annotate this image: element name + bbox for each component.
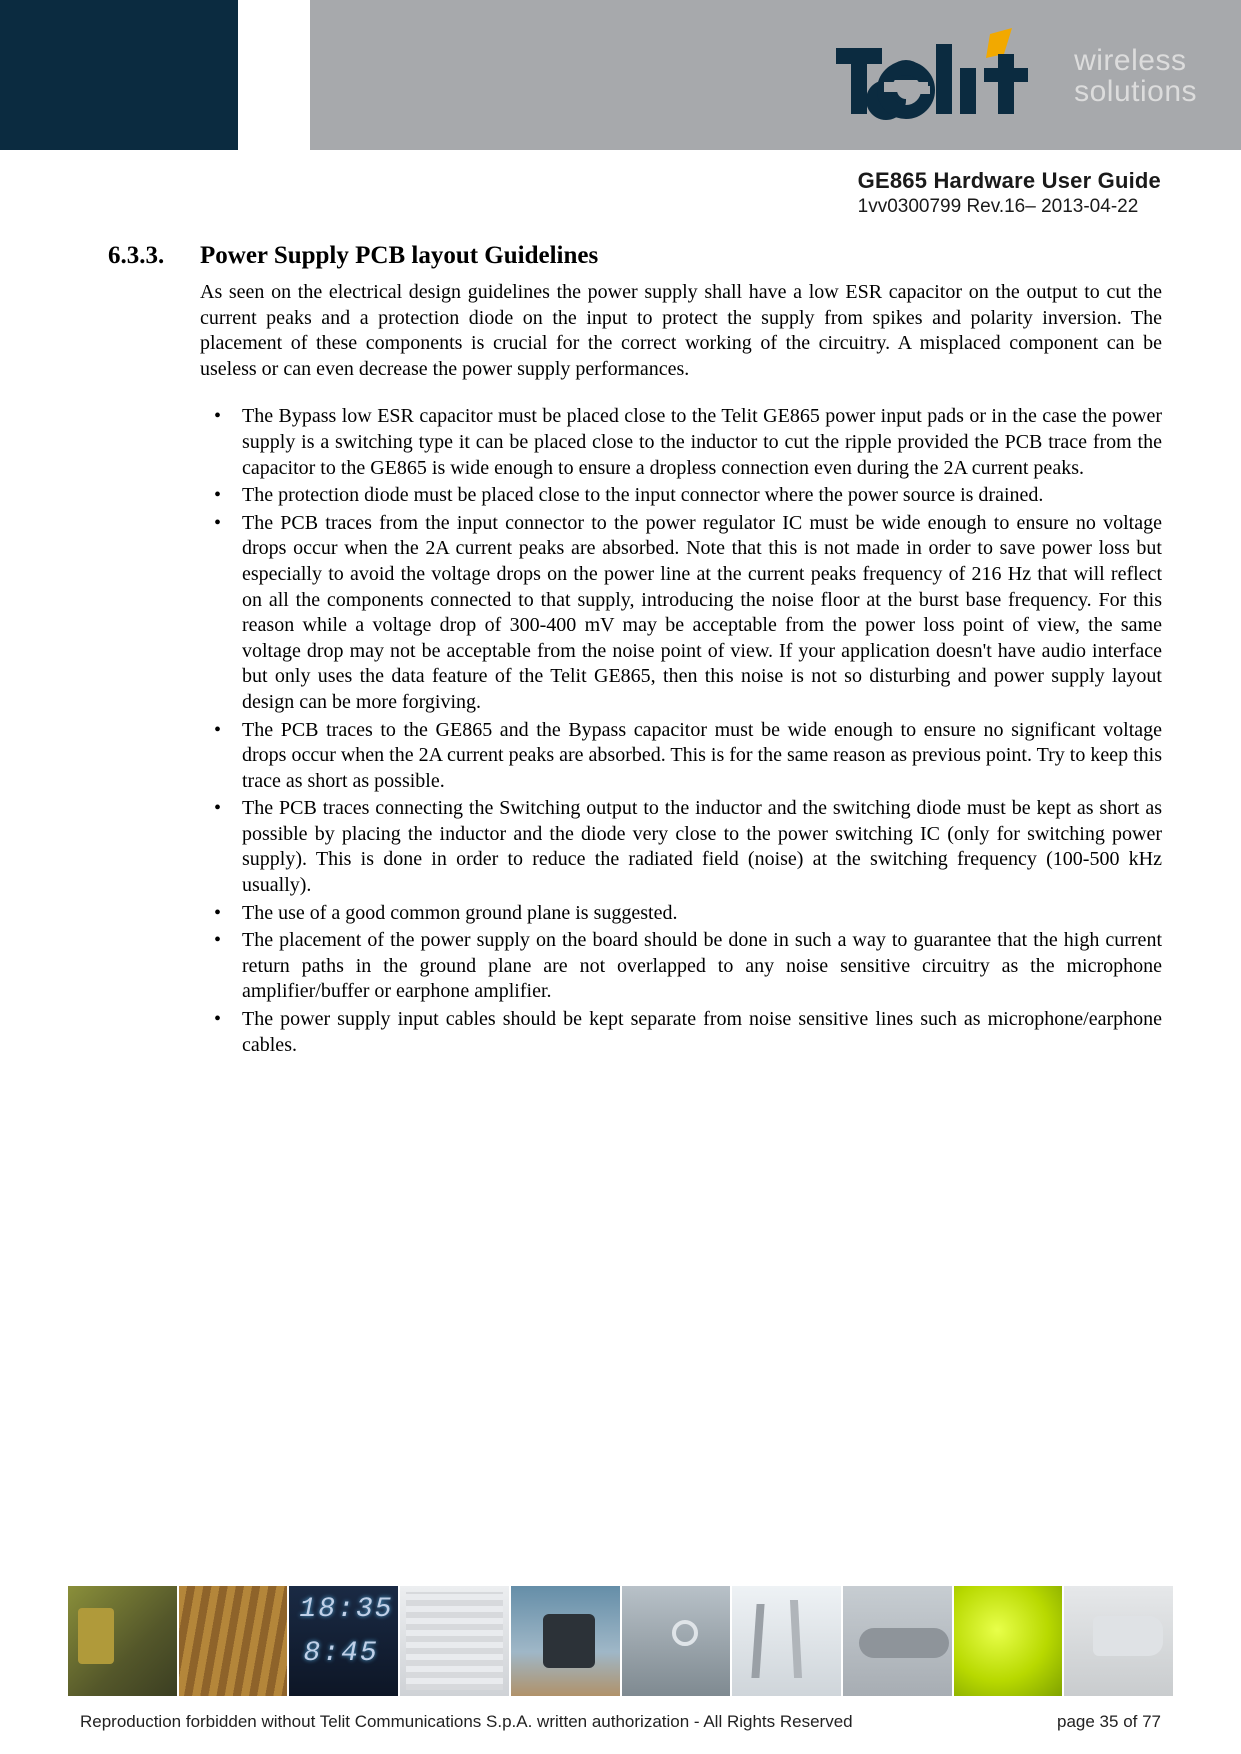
- strip-tile: [68, 1586, 179, 1696]
- footer: Reproduction forbidden without Telit Com…: [80, 1712, 1161, 1732]
- strip-tile: [622, 1586, 733, 1696]
- clock-digits-bottom: 8:45: [303, 1638, 378, 1669]
- list-item: The placement of the power supply on the…: [242, 928, 1162, 1005]
- content: 6.3.3. Power Supply PCB layout Guideline…: [108, 242, 1162, 1060]
- header-band-gray: wireless solutions: [310, 0, 1241, 150]
- section-number: 6.3.3.: [108, 242, 200, 270]
- clock-digits-top: 18:35: [299, 1594, 393, 1625]
- list-item: The use of a good common ground plane is…: [242, 901, 1162, 927]
- section-heading-row: 6.3.3. Power Supply PCB layout Guideline…: [108, 242, 1162, 270]
- bullet-list: The Bypass low ESR capacitor must be pla…: [200, 404, 1162, 1058]
- section-intro: As seen on the electrical design guideli…: [200, 280, 1162, 382]
- doc-meta: GE865 Hardware User Guide 1vv0300799 Rev…: [858, 168, 1161, 218]
- list-item: The protection diode must be placed clos…: [242, 483, 1162, 509]
- brand-tagline-line1: wireless: [1074, 45, 1197, 77]
- doc-revision: 1vv0300799 Rev.16– 2013-04-22: [858, 196, 1161, 218]
- list-item: The PCB traces from the input connector …: [242, 511, 1162, 716]
- header-band-dark: [0, 0, 238, 150]
- section-title: Power Supply PCB layout Guidelines: [200, 242, 598, 270]
- list-item: The PCB traces connecting the Switching …: [242, 796, 1162, 898]
- telit-logo-icon: [836, 28, 1056, 124]
- doc-title: GE865 Hardware User Guide: [858, 168, 1161, 194]
- strip-tile-clock: 18:35 8:45: [289, 1586, 400, 1696]
- strip-tile: [732, 1586, 843, 1696]
- list-item: The PCB traces to the GE865 and the Bypa…: [242, 718, 1162, 795]
- strip-tile: [511, 1586, 622, 1696]
- strip-tile: [843, 1586, 954, 1696]
- strip-tile: [954, 1586, 1065, 1696]
- brand-tagline: wireless solutions: [1074, 45, 1197, 108]
- list-item: The power supply input cables should be …: [242, 1007, 1162, 1058]
- body-column: As seen on the electrical design guideli…: [200, 280, 1162, 1058]
- footer-copyright: Reproduction forbidden without Telit Com…: [80, 1712, 853, 1732]
- brand-logo: wireless solutions: [836, 28, 1197, 124]
- strip-tile: [1064, 1586, 1173, 1696]
- brand-tagline-line2: solutions: [1074, 76, 1197, 108]
- footer-page: page 35 of 77: [1057, 1712, 1161, 1732]
- page: { "brand": { "name": "Telit", "tagline_l…: [0, 0, 1241, 1754]
- strip-tile: [179, 1586, 290, 1696]
- list-item: The Bypass low ESR capacitor must be pla…: [242, 404, 1162, 481]
- strip-tile: [400, 1586, 511, 1696]
- footer-image-strip: 18:35 8:45: [68, 1586, 1173, 1696]
- header-band-gap: [238, 0, 310, 150]
